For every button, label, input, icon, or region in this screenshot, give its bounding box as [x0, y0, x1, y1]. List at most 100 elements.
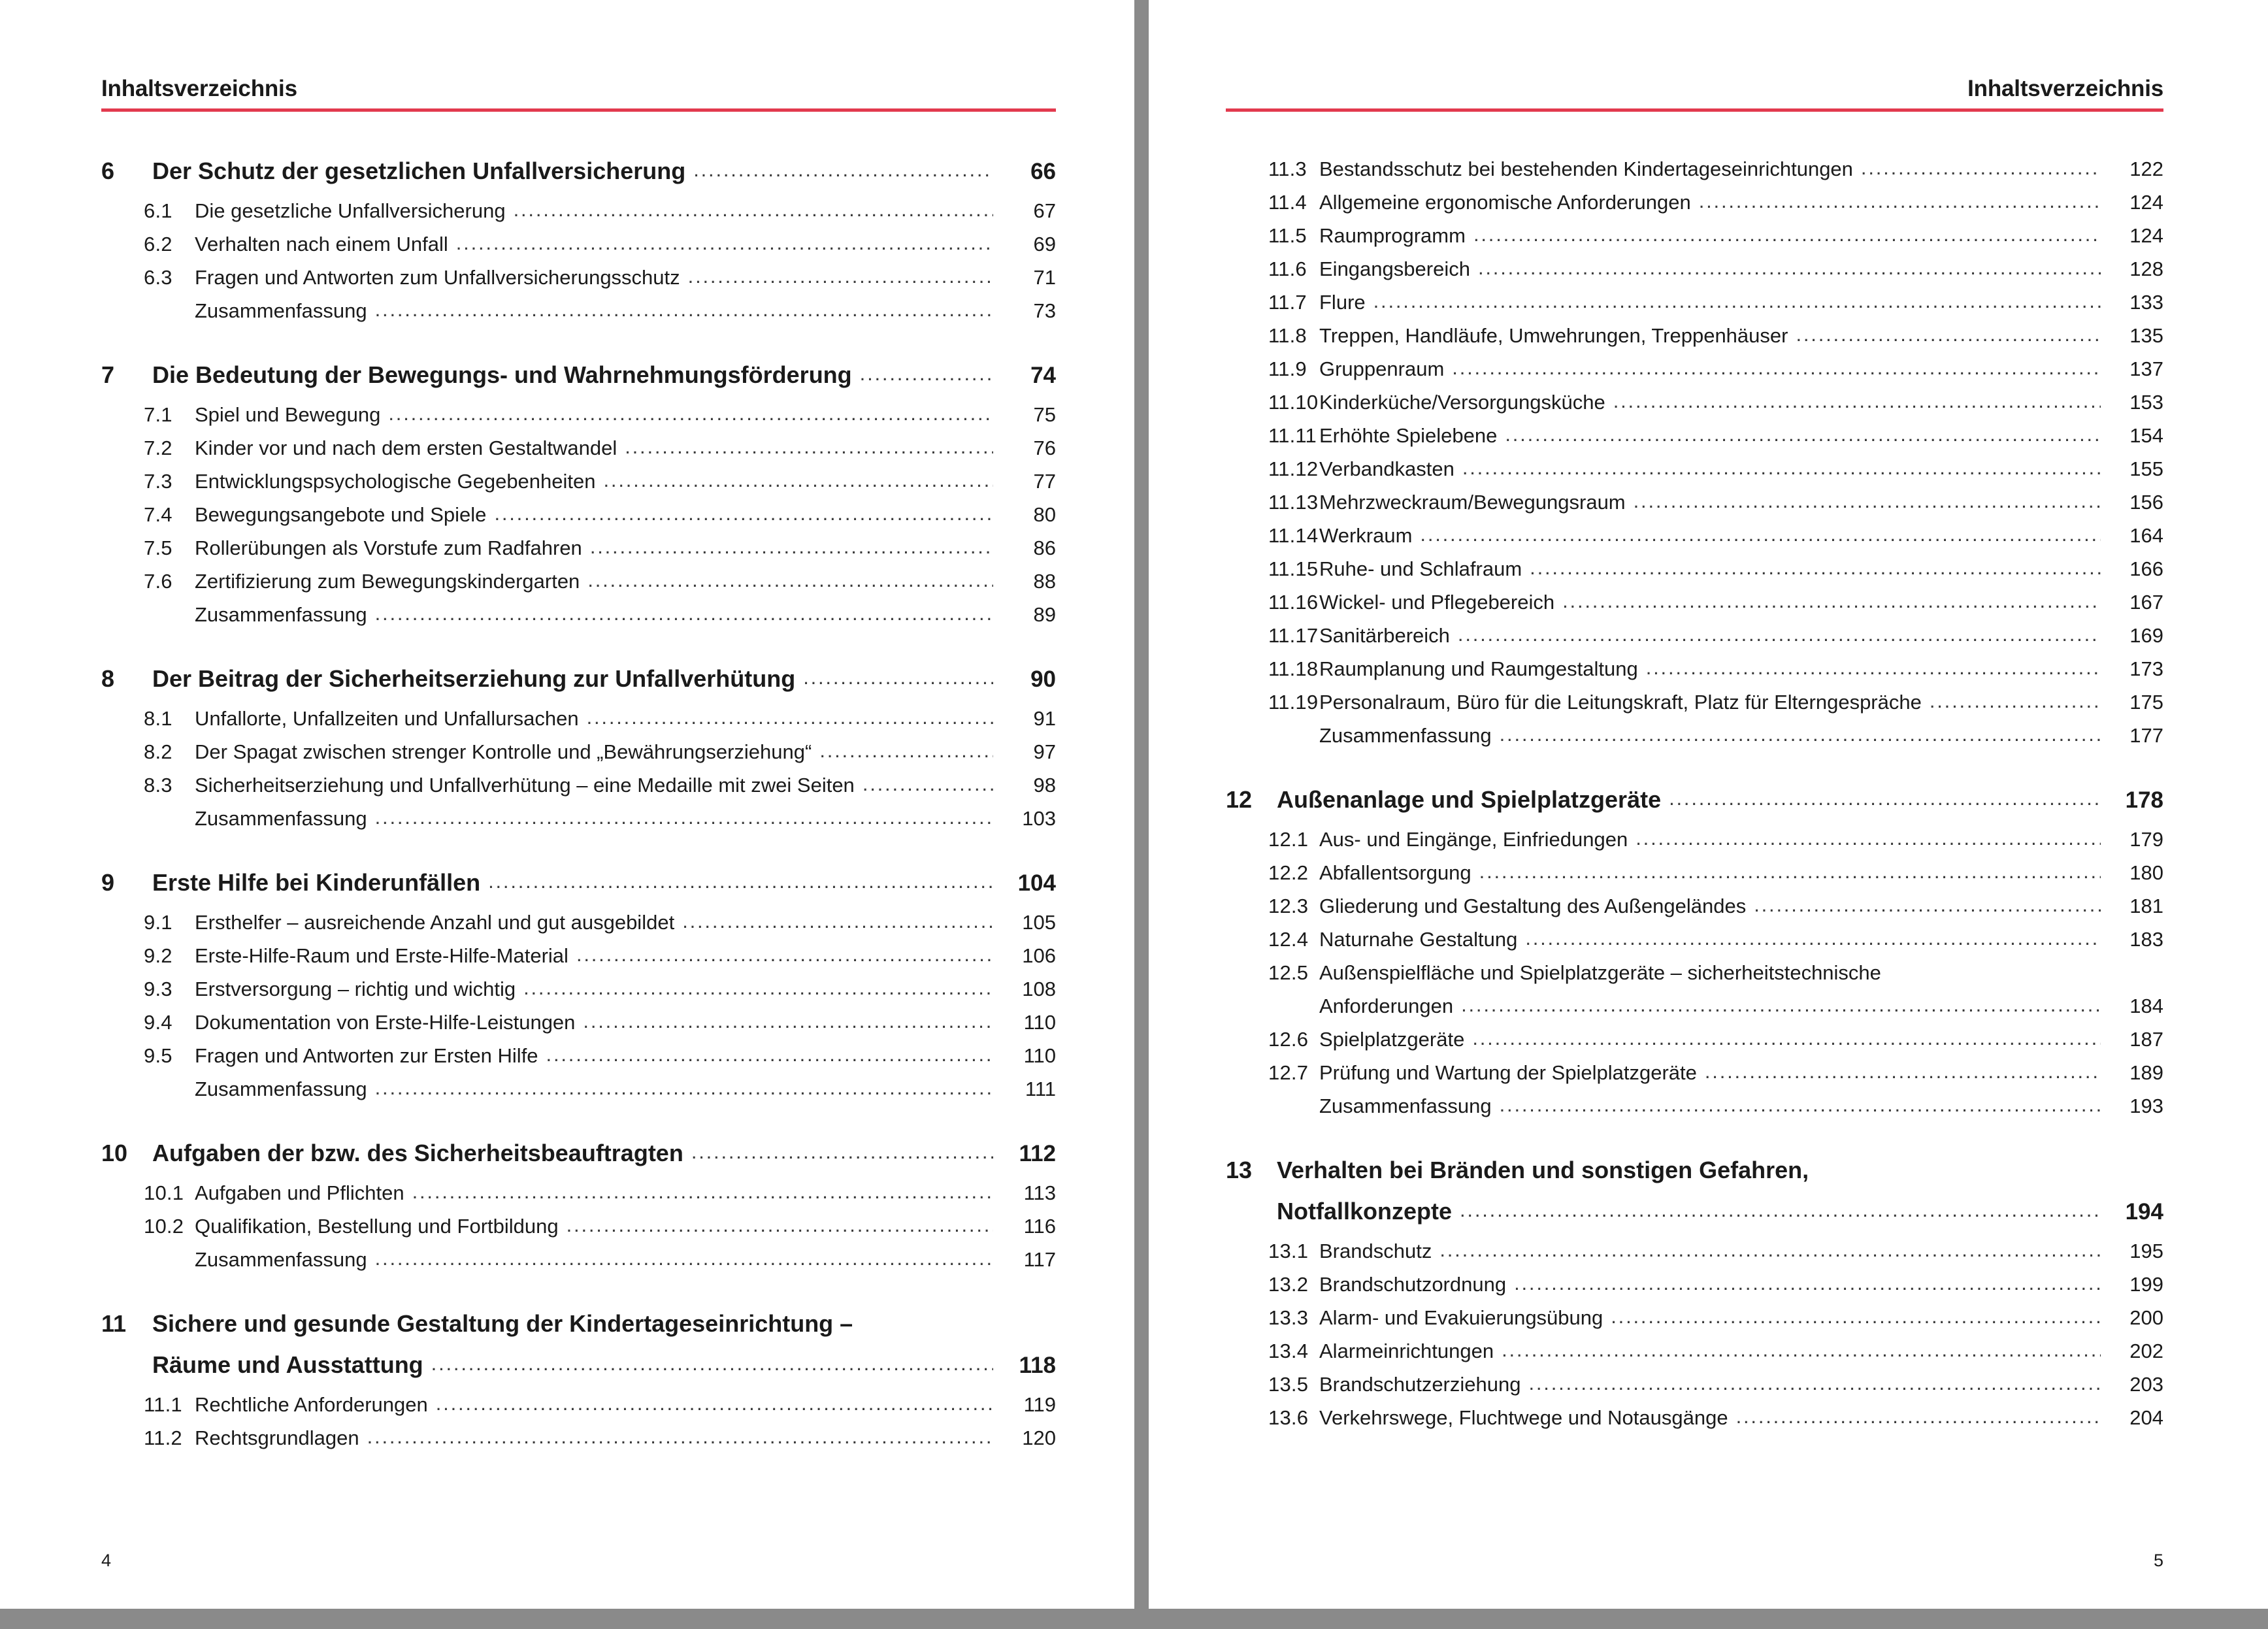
- dot-leader: [688, 259, 993, 293]
- section-title: Naturnahe Gestaltung: [1319, 928, 1518, 951]
- toc-section-row[interactable]: 9.5 Fragen und Antworten zur Ersten Hilfe…: [101, 1039, 1056, 1072]
- toc-section-row[interactable]: 7.1 Spiel und Bewegung 75: [101, 398, 1056, 431]
- toc-section-row[interactable]: 13.4 Alarmeinrichtungen 202: [1226, 1334, 2163, 1368]
- section-number: 7.3: [144, 470, 173, 493]
- toc-section-row[interactable]: 12.5Anforderungen184: [1226, 989, 2163, 1023]
- toc-section-row[interactable]: Zusammenfassung 117: [101, 1243, 1056, 1276]
- toc-chapter-block: 8 Der Beitrag der Sicherheitserziehung zu…: [101, 660, 1056, 835]
- dot-leader: [375, 1242, 993, 1275]
- toc-section-row[interactable]: 9.1 Ersthelfer – ausreichende Anzahl und …: [101, 906, 1056, 939]
- toc-section-row[interactable]: 13.6 Verkehrswege, Fluchtwege und Notausg…: [1226, 1401, 2163, 1434]
- page-number: 193: [2129, 1094, 2163, 1117]
- toc-section-row[interactable]: Zusammenfassung 177: [1226, 719, 2163, 752]
- toc-section-row[interactable]: 7.2 Kinder vor und nach dem ersten Gestal…: [101, 431, 1056, 465]
- section-number: 6.1: [144, 199, 173, 222]
- toc-section-row[interactable]: 9.4 Dokumentation von Erste-Hilfe-Leistun…: [101, 1006, 1056, 1039]
- toc-section-row[interactable]: 11.1 Rechtliche Anforderungen 119: [101, 1388, 1056, 1421]
- toc-section-row[interactable]: 11.9 Gruppenraum 137: [1226, 352, 2163, 386]
- toc-section-row[interactable]: 11.4 Allgemeine ergonomische Anforderunge…: [1226, 186, 2163, 219]
- toc-section-row[interactable]: 6.3 Fragen und Antworten zum Unfallversic…: [101, 261, 1056, 294]
- toc-section-row[interactable]: Zusammenfassung 111: [101, 1072, 1056, 1106]
- section-title: Spiel und Bewegung: [195, 403, 381, 426]
- toc-section-row[interactable]: 11.5 Raumprogramm 124: [1226, 219, 2163, 252]
- page-number: 80: [1033, 503, 1056, 526]
- toc-chapter-row[interactable]: 11Räume und Ausstattung118: [101, 1346, 1056, 1385]
- toc-section-row[interactable]: 8.3 Sicherheitserziehung und Unfallverhüt…: [101, 768, 1056, 802]
- toc-section-row[interactable]: 7.5 Rollerübungen als Vorstufe zum Radfah…: [101, 531, 1056, 565]
- toc-section-row[interactable]: 11.6 Eingangsbereich 128: [1226, 252, 2163, 286]
- toc-section-row[interactable]: 11.3 Bestandsschutz bei bestehenden Kinde…: [1226, 152, 2163, 186]
- toc-chapter-row[interactable]: 8 Der Beitrag der Sicherheitserziehung zu…: [101, 660, 1056, 699]
- toc-section-row[interactable]: 11.19 Personalraum, Büro für die Leitungs…: [1226, 685, 2163, 719]
- toc-section-row[interactable]: 12.1 Aus- und Eingänge, Einfriedungen 179: [1226, 823, 2163, 856]
- toc-section-row[interactable]: 12.4 Naturnahe Gestaltung 183: [1226, 923, 2163, 956]
- toc-chapter-row[interactable]: 9 Erste Hilfe bei Kinderunfällen 104: [101, 864, 1056, 903]
- toc-section-row[interactable]: 7.3 Entwicklungspsychologische Gegebenhei…: [101, 465, 1056, 498]
- section-number: 11.11: [1268, 424, 1317, 447]
- section-title: Werkraum: [1319, 524, 1413, 547]
- toc-section-row[interactable]: 7.6 Zertifizierung zum Bewegungskindergar…: [101, 565, 1056, 598]
- section-title: Sanitärbereich: [1319, 624, 1450, 647]
- page-number: 77: [1033, 470, 1056, 493]
- page-number: 200: [2129, 1306, 2163, 1329]
- toc-section-row[interactable]: 7.4 Bewegungsangebote und Spiele 80: [101, 498, 1056, 531]
- toc-section-row[interactable]: 11.7 Flure 133: [1226, 286, 2163, 319]
- section-title: Brandschutz: [1319, 1240, 1432, 1262]
- toc-section-row[interactable]: Zusammenfassung 103: [101, 802, 1056, 835]
- toc-section-row[interactable]: 8.2 Der Spagat zwischen strenger Kontroll…: [101, 735, 1056, 768]
- right-page: Inhaltsverzeichnis 11.3 Bestandsschutz be…: [1149, 0, 2268, 1609]
- section-title: Verhalten nach einem Unfall: [195, 233, 448, 255]
- chapter-spacer: [101, 835, 1056, 864]
- toc-chapter-row[interactable]: 10 Aufgaben der bzw. des Sicherheitsbeauf…: [101, 1134, 1056, 1174]
- toc-chapter-block: 11 Sichere und gesunde Gestaltung der Kin…: [101, 1305, 1056, 1455]
- toc-section-row[interactable]: 11.2 Rechtsgrundlagen 120: [101, 1421, 1056, 1455]
- toc-section-row[interactable]: 13.5 Brandschutzerziehung 203: [1226, 1368, 2163, 1401]
- toc-section-row[interactable]: 11.8 Treppen, Handläufe, Umwehrungen, Tre…: [1226, 319, 2163, 352]
- dot-leader: [1699, 184, 2101, 218]
- page-number: 106: [1022, 944, 1056, 967]
- toc-section-row[interactable]: Zusammenfassung 89: [101, 598, 1056, 631]
- toc-list-right: 11.3 Bestandsschutz bei bestehenden Kinde…: [1226, 152, 2163, 1434]
- toc-section-row[interactable]: 13.3 Alarm- und Evakuierungsübung 200: [1226, 1301, 2163, 1334]
- section-title: Bestandsschutz bei bestehenden Kindertag…: [1319, 157, 1853, 180]
- toc-chapter-row[interactable]: 11 Sichere und gesunde Gestaltung der Kin…: [101, 1305, 1056, 1343]
- dot-leader: [1930, 684, 2101, 717]
- toc-chapter-row[interactable]: 13 Verhalten bei Bränden und sonstigen Ge…: [1226, 1151, 2163, 1190]
- toc-section-row[interactable]: 12.2 Abfallentsorgung 180: [1226, 856, 2163, 889]
- toc-section-row[interactable]: Zusammenfassung 193: [1226, 1089, 2163, 1123]
- toc-section-row[interactable]: 10.2 Qualifikation, Bestellung und Fortbi…: [101, 1209, 1056, 1243]
- section-number: 12.1: [1268, 828, 1309, 851]
- toc-section-row[interactable]: 12.3 Gliederung und Gestaltung des Außeng…: [1226, 889, 2163, 923]
- toc-section-row[interactable]: 6.2 Verhalten nach einem Unfall 69: [101, 227, 1056, 261]
- toc-section-row[interactable]: 8.1 Unfallorte, Unfallzeiten und Unfallur…: [101, 702, 1056, 735]
- toc-section-row[interactable]: 10.1 Aufgaben und Pflichten 113: [101, 1176, 1056, 1209]
- page-number: 112: [1019, 1141, 1056, 1166]
- toc-chapter-row[interactable]: 6 Der Schutz der gesetzlichen Unfallversi…: [101, 152, 1056, 191]
- toc-section-row[interactable]: 12.6 Spielplatzgeräte 187: [1226, 1023, 2163, 1056]
- toc-section-row[interactable]: 12.5 Außenspielfläche und Spielplatzgerät…: [1226, 956, 2163, 989]
- dot-leader: [576, 938, 993, 971]
- toc-chapter-block: 10 Aufgaben der bzw. des Sicherheitsbeauf…: [101, 1134, 1056, 1276]
- toc-chapter-row[interactable]: 13Notfallkonzepte194: [1226, 1193, 2163, 1232]
- toc-chapter-row[interactable]: 12 Außenanlage und Spielplatzgeräte 178: [1226, 781, 2163, 820]
- toc-section-row[interactable]: 12.7 Prüfung und Wartung der Spielplatzge…: [1226, 1056, 2163, 1089]
- toc-section-row[interactable]: 9.3 Erstversorgung – richtig und wichtig 1…: [101, 972, 1056, 1006]
- section-number: 11.8: [1268, 324, 1307, 347]
- toc-section-row[interactable]: 13.2 Brandschutzordnung 199: [1226, 1268, 2163, 1301]
- toc-chapter-row[interactable]: 7 Die Bedeutung der Bewegungs- und Wahrne…: [101, 356, 1056, 395]
- toc-section-row[interactable]: Zusammenfassung 73: [101, 294, 1056, 327]
- section-title: Spielplatzgeräte: [1319, 1028, 1465, 1051]
- toc-section-row[interactable]: 6.1 Die gesetzliche Unfallversicherung 67: [101, 194, 1056, 227]
- toc-section-row[interactable]: 9.2 Erste-Hilfe-Raum und Erste-Hilfe-Mate…: [101, 939, 1056, 972]
- toc-section-row[interactable]: 13.1 Brandschutz 195: [1226, 1234, 2163, 1268]
